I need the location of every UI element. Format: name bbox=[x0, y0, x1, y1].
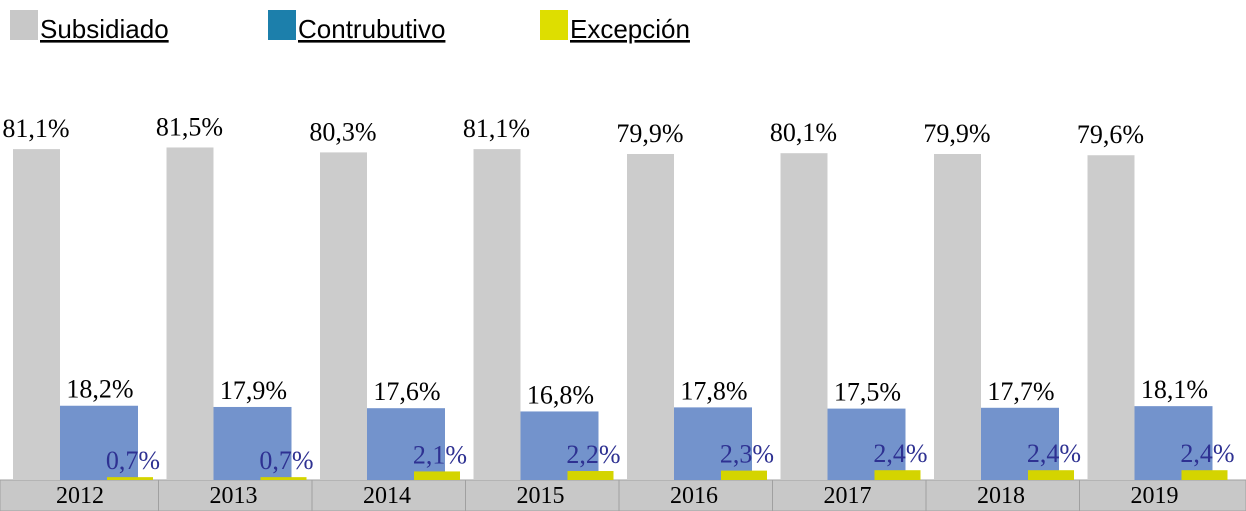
bar bbox=[981, 407, 1059, 480]
value-label: 81,5% bbox=[156, 112, 223, 141]
bar bbox=[567, 471, 614, 480]
bar bbox=[320, 152, 367, 480]
bar bbox=[473, 149, 521, 480]
legend-label: Contrubutivo bbox=[298, 14, 445, 44]
floor bbox=[0, 479, 1246, 511]
value-label: 16,8% bbox=[527, 380, 594, 409]
bar bbox=[1181, 470, 1228, 480]
bar bbox=[934, 154, 981, 480]
x-tick-label: 2016 bbox=[670, 483, 718, 509]
legend-swatch bbox=[10, 10, 38, 40]
bar bbox=[674, 407, 752, 480]
bar bbox=[520, 411, 599, 480]
x-tick-label: 2012 bbox=[56, 483, 104, 509]
value-label: 17,8% bbox=[680, 376, 747, 405]
x-tick-label: 2019 bbox=[1131, 483, 1179, 509]
x-tick-label: 2015 bbox=[517, 483, 565, 509]
value-label: 0,7% bbox=[259, 446, 313, 475]
bar bbox=[107, 477, 153, 480]
x-tick-label: 2017 bbox=[824, 483, 872, 509]
legend-label: Excepción bbox=[570, 14, 690, 44]
bar bbox=[367, 408, 445, 480]
bar bbox=[414, 471, 460, 480]
value-label: 2,4% bbox=[1180, 439, 1234, 468]
value-label: 18,2% bbox=[66, 375, 133, 404]
bar bbox=[260, 477, 307, 480]
bar bbox=[721, 470, 767, 480]
x-tick-label: 2018 bbox=[977, 483, 1025, 509]
bar bbox=[13, 149, 60, 480]
value-label: 2,1% bbox=[413, 440, 467, 469]
bar bbox=[627, 154, 674, 480]
value-label: 17,6% bbox=[373, 377, 440, 406]
value-label: 0,7% bbox=[106, 446, 160, 475]
value-label: 80,3% bbox=[309, 117, 376, 146]
value-label: 79,9% bbox=[923, 119, 990, 148]
legend-swatch bbox=[268, 10, 296, 40]
bar bbox=[166, 147, 214, 481]
value-label: 2,3% bbox=[720, 440, 774, 469]
bar bbox=[780, 153, 828, 480]
bar bbox=[1134, 406, 1213, 480]
legend-swatch bbox=[540, 10, 568, 40]
value-label: 80,1% bbox=[770, 118, 837, 147]
bar bbox=[827, 408, 906, 480]
value-label: 79,6% bbox=[1077, 120, 1144, 149]
x-tick-label: 2014 bbox=[363, 483, 411, 509]
value-label: 17,7% bbox=[987, 377, 1054, 406]
legend-label: Subsidiado bbox=[40, 14, 169, 44]
bar bbox=[60, 405, 138, 480]
value-label: 2,4% bbox=[1027, 439, 1081, 468]
value-label: 79,9% bbox=[616, 119, 683, 148]
value-label: 17,9% bbox=[220, 376, 287, 405]
bar bbox=[1087, 155, 1135, 480]
value-label: 81,1% bbox=[2, 114, 69, 143]
bar bbox=[874, 470, 921, 480]
value-label: 2,4% bbox=[873, 439, 927, 468]
value-label: 81,1% bbox=[463, 114, 530, 143]
value-label: 18,1% bbox=[1141, 375, 1208, 404]
x-tick-label: 2013 bbox=[210, 483, 258, 509]
value-label: 2,2% bbox=[566, 440, 620, 469]
bar bbox=[1028, 470, 1074, 480]
bar bbox=[213, 406, 292, 480]
value-label: 17,5% bbox=[834, 378, 901, 407]
